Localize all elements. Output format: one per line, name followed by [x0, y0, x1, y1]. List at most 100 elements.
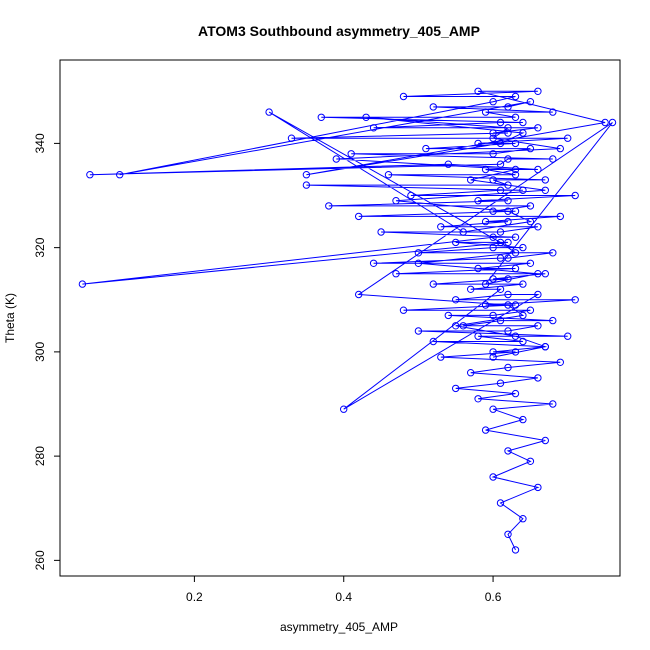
- data-point: [474, 264, 482, 273]
- data-point: [489, 150, 497, 158]
- data-point: [541, 270, 549, 278]
- data-point: [496, 160, 505, 168]
- data-point: [355, 212, 363, 221]
- data-point: [511, 92, 520, 101]
- y-axis-label: Theta (K): [3, 293, 17, 343]
- data-point: [504, 207, 512, 215]
- data-point: [429, 103, 437, 111]
- data-point: [526, 217, 535, 226]
- data-point: [399, 92, 408, 101]
- data-point: [437, 223, 445, 231]
- x-tick-label: 0.4: [335, 590, 352, 604]
- data-point: [556, 144, 564, 153]
- data-point: [511, 389, 520, 398]
- data-point: [519, 415, 527, 424]
- series-line: [82, 90, 613, 551]
- y-tick-label: 280: [33, 446, 47, 466]
- data-point: [459, 322, 467, 330]
- data-point: [534, 223, 542, 231]
- data-point: [429, 280, 437, 288]
- data-point: [489, 233, 497, 241]
- data-point: [474, 87, 482, 96]
- data-point: [564, 332, 572, 340]
- data-point: [481, 280, 490, 288]
- data-point: [549, 108, 557, 116]
- data-point: [474, 395, 482, 403]
- data-point: [392, 197, 400, 205]
- data-point: [347, 150, 355, 158]
- data-point: [467, 285, 475, 293]
- data-point: [519, 243, 527, 252]
- data-point: [496, 238, 505, 247]
- data-point: [317, 113, 325, 122]
- data-point: [414, 259, 423, 267]
- y-tick-label: 340: [33, 133, 47, 153]
- data-point: [362, 113, 370, 122]
- data-point: [549, 316, 557, 325]
- data-point: [399, 306, 408, 314]
- data-point: [519, 129, 527, 137]
- data-point: [496, 379, 505, 387]
- x-tick-label: 0.6: [485, 590, 502, 604]
- data-point: [511, 171, 520, 179]
- data-point: [511, 113, 520, 122]
- data-point: [504, 327, 512, 335]
- data-point: [534, 87, 542, 96]
- data-point: [437, 353, 445, 361]
- data-point: [511, 264, 520, 273]
- data-point: [489, 473, 497, 481]
- y-tick-label: 300: [33, 342, 47, 362]
- data-point: [467, 176, 475, 184]
- data-point: [534, 270, 542, 278]
- data-point: [511, 546, 520, 554]
- data-point: [489, 405, 497, 413]
- data-point: [511, 165, 520, 174]
- data-point: [496, 499, 505, 507]
- data-point: [526, 457, 535, 465]
- data-point: [511, 139, 520, 148]
- data-point: [474, 332, 482, 340]
- data-point: [519, 280, 527, 288]
- data-point: [534, 322, 542, 330]
- data-point: [481, 301, 490, 309]
- data-point: [489, 275, 497, 283]
- x-tick-label: 0.2: [186, 590, 203, 604]
- data-point: [601, 118, 609, 127]
- data-point: [474, 197, 482, 205]
- data-point: [564, 134, 572, 142]
- data-point: [489, 98, 497, 106]
- data-point: [526, 202, 535, 210]
- data-point: [78, 280, 87, 288]
- data-point: [392, 270, 400, 278]
- data-point: [414, 249, 423, 257]
- data-point: [549, 400, 557, 408]
- data-point: [407, 191, 415, 200]
- data-point: [526, 98, 535, 106]
- data-point: [504, 129, 512, 137]
- data-point: [526, 306, 535, 314]
- data-point: [549, 155, 557, 163]
- data-point: [489, 176, 497, 184]
- data-point: [481, 165, 490, 174]
- data-point: [541, 436, 549, 445]
- data-point: [504, 124, 512, 132]
- data-point: [511, 249, 520, 257]
- data-point: [504, 217, 512, 226]
- data-point: [481, 217, 490, 226]
- data-point: [519, 186, 527, 195]
- data-point: [504, 301, 512, 309]
- data-point: [534, 374, 542, 382]
- data-point: [287, 134, 296, 142]
- data-point: [496, 118, 505, 127]
- data-point: [526, 259, 535, 267]
- data-point: [340, 405, 348, 413]
- data-point: [489, 243, 497, 252]
- data-point: [467, 369, 475, 377]
- data-point: [511, 332, 520, 340]
- data-point: [444, 160, 452, 168]
- data-point: [377, 228, 385, 236]
- data-point: [452, 384, 460, 393]
- data-point: [511, 348, 520, 356]
- data-point: [116, 171, 124, 179]
